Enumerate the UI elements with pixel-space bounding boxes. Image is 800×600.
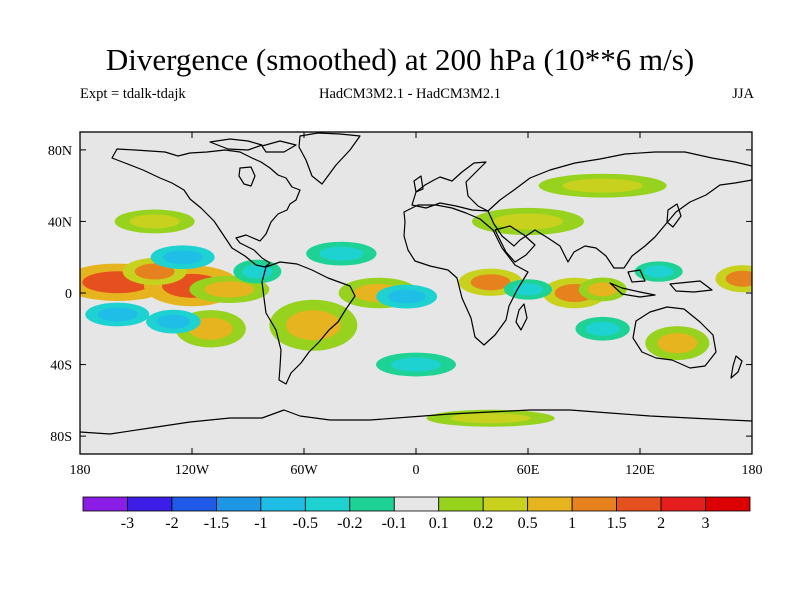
colorbar-label: 1.5 (607, 515, 627, 532)
field-contour (493, 213, 563, 230)
colorbar-swatch (482, 496, 529, 512)
colorbar-swatch (349, 496, 395, 512)
y-tick-label: 0 (65, 287, 72, 302)
colorbar-swatch (82, 496, 128, 512)
colorbar-label: 0.1 (429, 515, 449, 532)
coast-south-america (261, 261, 356, 385)
x-tick-label: 180 (742, 463, 763, 478)
coast-europe (411, 161, 489, 212)
coast-arctic-islands (209, 138, 297, 153)
colorbar-swatch (215, 496, 262, 512)
y-tick-label: 80S (50, 430, 72, 445)
colorbar-label: -1 (254, 515, 267, 532)
coast-arabia (494, 225, 536, 263)
field-contour (562, 178, 643, 193)
y-tick-label: 80N (48, 144, 72, 159)
field-contour (470, 274, 511, 291)
colorbar-swatch (660, 496, 706, 512)
coast-uk (413, 175, 424, 193)
field-contour (97, 307, 138, 322)
colorbar-label: 1 (568, 515, 576, 532)
colorbar-swatch (393, 496, 440, 512)
field-contour (134, 263, 175, 280)
coast-australia (632, 306, 717, 369)
colorbar: -3 -2 -1.5 -1 -0.5 -0.2 -0.1 0.1 0.2 0.5 1 1.5 2 3 (82, 496, 751, 532)
colorbar-label: -0.1 (382, 515, 407, 532)
coast-antarctica (80, 409, 752, 435)
colorbar-label: -0.2 (337, 515, 362, 532)
coast-madagascar (515, 303, 528, 331)
colorbar-label: 3 (702, 515, 710, 532)
field-contour (129, 214, 180, 229)
field-contour (319, 246, 364, 261)
colorbar-swatch (171, 496, 217, 512)
colorbar-label: 0.2 (473, 515, 493, 532)
x-tick-label: 60W (290, 463, 318, 478)
colorbar-label: -2 (165, 515, 178, 532)
y-tick-label: 40S (50, 359, 72, 374)
field-contour (587, 282, 618, 297)
colorbar-swatch (571, 496, 618, 512)
y-tick-label: 40N (48, 215, 72, 230)
model-label: HadCM3M2.1 - HadCM3M2.1 (318, 86, 502, 102)
coast-north-america (111, 148, 301, 268)
colorbar-label: -3 (121, 515, 134, 532)
field-contour (162, 250, 203, 265)
field-contour (450, 413, 531, 424)
field-contour (387, 289, 426, 304)
field-contour (285, 310, 341, 341)
x-tick-label: 60E (517, 463, 540, 478)
coast-greenland (298, 132, 361, 185)
colorbar-swatch (304, 496, 351, 512)
experiment-label: Expt = tdalk-tdajk (80, 86, 186, 102)
page-title: Divergence (smoothed) at 200 hPa (10**6 … (105, 42, 695, 77)
colorbar-label: -0.5 (293, 515, 318, 532)
field-contour (585, 321, 620, 336)
colorbar-label: 2 (657, 515, 665, 532)
colorbar-label: -1.5 (204, 515, 229, 532)
field-contour (725, 270, 752, 287)
x-tick-label: 180 (70, 463, 91, 478)
colorbar-swatch (616, 496, 662, 512)
coast-new-zealand (730, 355, 743, 379)
coast-indonesia (609, 269, 713, 298)
axis-ticks: 180 120W 60W 0 60E 120E 180 80N 40N 0 40S 80S (48, 132, 763, 478)
field-contour (242, 264, 273, 279)
field-contour (156, 314, 191, 329)
colorbar-swatch (438, 496, 484, 512)
field-contour (657, 333, 698, 354)
x-tick-label: 120W (175, 463, 210, 478)
coast-japan (666, 203, 682, 228)
colorbar-label: 0.5 (518, 515, 538, 532)
colorbar-swatch (127, 496, 173, 512)
colorbar-swatch (260, 496, 306, 512)
season-label: JJA (732, 86, 754, 102)
field-contour (513, 283, 543, 296)
colorbar-swatch (705, 496, 751, 512)
field-contour (643, 265, 674, 278)
field-contour (204, 281, 255, 298)
field-contour (391, 357, 441, 372)
colorbar-swatch (527, 496, 573, 512)
coastlines (80, 132, 752, 435)
coast-africa (403, 204, 529, 346)
coast-asia (487, 151, 752, 269)
x-tick-label: 120E (625, 463, 655, 478)
x-tick-label: 0 (413, 463, 420, 478)
coast-hudson-bay (238, 166, 256, 187)
